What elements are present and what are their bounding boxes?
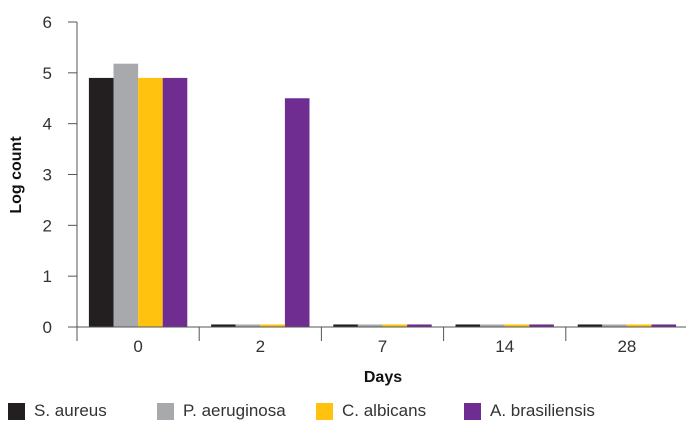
axes <box>76 22 686 341</box>
legend-item: P. aeruginosa <box>157 401 286 421</box>
bar-p-aeruginosa-day-0 <box>113 63 139 327</box>
bar-a-brasiliensis-day-28 <box>651 324 677 327</box>
x-axis-title: Days <box>364 369 402 386</box>
legend: S. aureus P. aeruginosa C. albicans A. bras… <box>0 401 686 425</box>
bar-p-aeruginosa-day-14 <box>480 324 505 327</box>
legend-label: P. aeruginosa <box>183 401 286 420</box>
y-tick-label: 6 <box>43 13 52 32</box>
legend-swatch <box>157 402 174 420</box>
x-tick-label: 7 <box>378 337 387 356</box>
bar-c-albicans-day-14 <box>504 324 530 327</box>
legend-label: C. albicans <box>342 401 427 420</box>
x-tick-label: 2 <box>256 337 265 356</box>
y-tick-label: 1 <box>43 267 52 286</box>
bar-c-albicans-day-7 <box>382 324 408 327</box>
bar-a-brasiliensis-day-0 <box>162 77 188 328</box>
y-tick-label: 5 <box>43 64 52 83</box>
bar-c-albicans-day-28 <box>626 324 652 327</box>
legend-label: A. brasiliensis <box>490 401 595 420</box>
bar-chart: 0 1 2 3 4 5 6 0 2 7 14 28 Log count Days <box>8 13 686 386</box>
x-tick-label: 28 <box>617 337 636 356</box>
bar-a-brasiliensis-day-14 <box>529 324 554 327</box>
x-tick-label: 14 <box>495 337 514 356</box>
y-tick-label: 3 <box>43 166 52 185</box>
legend-label: S. aureus <box>34 401 107 420</box>
legend-swatch <box>8 402 25 420</box>
legend-swatch <box>316 402 333 420</box>
y-tick-label: 0 <box>43 318 52 337</box>
x-tick-label: 0 <box>133 337 142 356</box>
bar-a-brasiliensis-day-7 <box>407 324 432 327</box>
y-tick-label: 4 <box>43 115 52 134</box>
legend-item: S. aureus <box>8 401 107 421</box>
bar-c-albicans-day-0 <box>138 77 163 328</box>
x-axis-ticks: 0 2 7 14 28 <box>133 327 636 356</box>
bar-p-aeruginosa-day-7 <box>357 324 383 327</box>
legend-item: C. albicans <box>316 401 426 421</box>
y-axis-title: Log count <box>8 136 25 214</box>
y-tick-label: 2 <box>43 216 52 235</box>
bar-s-aureus-day-28 <box>577 324 603 327</box>
bar-s-aureus-day-7 <box>333 324 358 327</box>
bar-s-aureus-day-2 <box>211 324 236 327</box>
bar-p-aeruginosa-day-28 <box>602 324 627 327</box>
bar-a-brasiliensis-day-2 <box>284 98 310 327</box>
bars-group <box>88 63 677 328</box>
bar-s-aureus-day-0 <box>88 77 114 328</box>
bar-p-aeruginosa-day-2 <box>235 324 261 327</box>
bar-s-aureus-day-14 <box>455 324 481 327</box>
legend-item: A. brasiliensis <box>464 401 595 421</box>
bar-c-albicans-day-2 <box>260 324 285 327</box>
y-axis-ticks: 0 1 2 3 4 5 6 <box>43 13 77 337</box>
legend-swatch <box>464 402 481 420</box>
